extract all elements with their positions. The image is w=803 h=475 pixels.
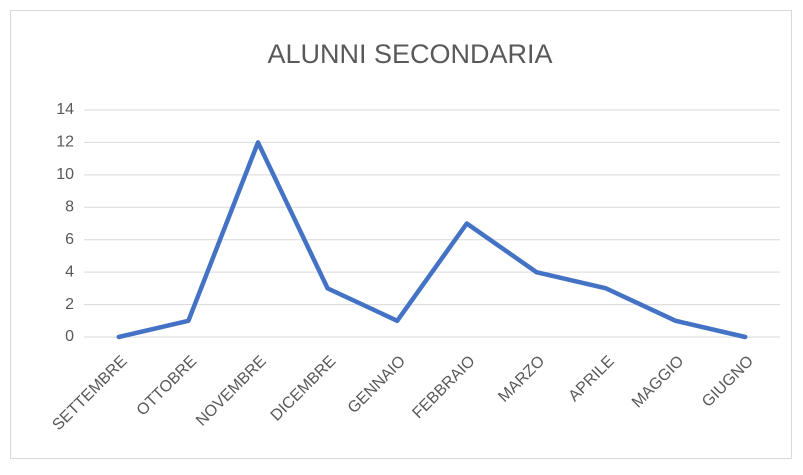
line-series [116,140,748,340]
chart-border [10,10,792,459]
y-tick-label: 4 [65,263,74,280]
y-tick-label: 12 [56,134,74,151]
y-tick-label: 2 [65,296,74,313]
y-tick-label: 14 [56,101,74,118]
y-tick-label: 0 [65,328,74,345]
y-tick-label: 6 [65,231,74,248]
y-tick-label: 10 [56,166,74,183]
y-tick-label: 8 [65,199,74,216]
chart-title: ALUNNI SECONDARIA [267,39,552,69]
